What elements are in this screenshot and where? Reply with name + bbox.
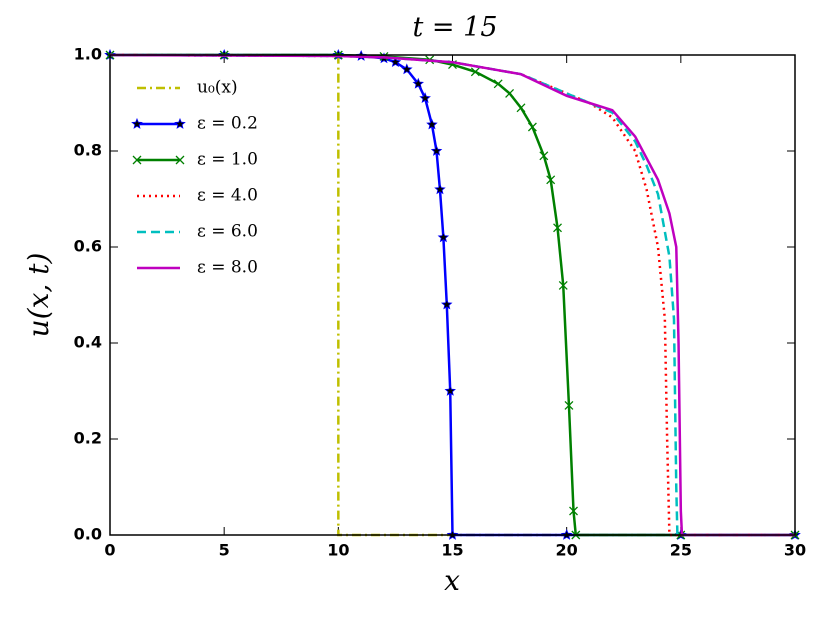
marker [434,183,446,195]
marker [564,400,574,410]
series-line [109,53,795,537]
legend-label: ε = 0.2 [197,114,258,134]
marker [569,506,578,516]
marker [174,117,186,129]
series-line [109,53,795,537]
x-tick-label: 25 [670,541,692,560]
x-tick-label: 20 [556,541,578,560]
marker [493,79,503,89]
x-axis-label: x [444,564,460,597]
legend-label: ε = 6.0 [197,222,258,242]
x-tick-label: 30 [784,541,806,560]
y-tick-label: 0.0 [74,525,102,544]
legend-label: ε = 4.0 [197,186,258,206]
y-tick-label: 0.6 [74,237,102,256]
marker [175,155,185,165]
legend-label: u₀(x) [197,78,238,98]
marker [444,384,456,396]
y-axis-label: u(x, t) [22,253,55,338]
marker [426,118,438,130]
marker [437,231,450,243]
marker [132,155,142,165]
legend-label: ε = 1.0 [197,150,258,170]
marker [539,151,549,161]
chart-title: t = 15 [413,12,498,43]
marker [430,144,443,156]
marker [412,77,424,89]
marker [419,92,431,104]
marker [440,298,453,310]
marker [470,67,480,77]
marker [553,223,562,233]
y-tick-label: 0.2 [74,429,102,448]
marker [505,88,515,98]
marker [558,280,568,290]
x-tick-label: 15 [441,541,463,560]
y-tick-label: 1.0 [74,45,102,64]
y-tick-label: 0.4 [74,333,102,352]
marker [516,103,526,113]
marker [527,122,537,132]
plot-frame [109,54,796,536]
y-tick-label: 0.8 [74,141,102,160]
marker [131,117,143,129]
x-tick-label: 10 [327,541,349,560]
marker [389,56,402,68]
legend-label: ε = 8.0 [197,258,258,278]
marker [546,175,556,185]
marker [401,63,413,75]
x-tick-label: 0 [104,541,115,560]
x-tick-label: 5 [219,541,230,560]
